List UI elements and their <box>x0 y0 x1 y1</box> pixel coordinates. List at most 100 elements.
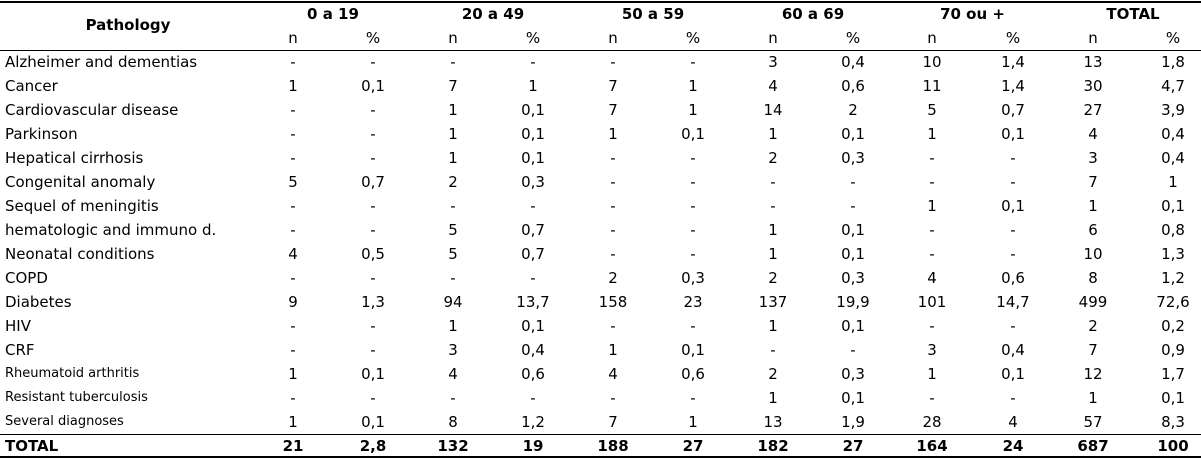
cell: - <box>370 53 376 71</box>
cell: 0,1 <box>681 125 705 143</box>
row-label: Cancer <box>5 77 58 95</box>
total-cell: 188 <box>597 437 629 455</box>
cell: - <box>610 317 616 335</box>
cell: 10 <box>922 53 942 71</box>
cell: 0,7 <box>521 221 545 239</box>
cell: - <box>690 389 696 407</box>
cell: 0,3 <box>841 269 865 287</box>
group-header: 70 ou + <box>940 5 1005 23</box>
cell: - <box>1010 389 1016 407</box>
cell: 0,1 <box>521 101 545 119</box>
cell: 0,7 <box>521 245 545 263</box>
cell: - <box>610 245 616 263</box>
cell: 0,1 <box>1161 389 1185 407</box>
sub-header: % <box>365 29 381 47</box>
cell: - <box>690 245 696 263</box>
sub-header: n <box>768 29 778 47</box>
cell: 7 <box>1088 173 1098 191</box>
cell: - <box>929 317 935 335</box>
total-cell: 687 <box>1077 437 1109 455</box>
cell: 1 <box>768 125 778 143</box>
total-cell: 27 <box>842 437 864 455</box>
cell: 0,3 <box>521 173 545 191</box>
top-rule <box>0 1 1201 3</box>
cell: 12 <box>1083 365 1103 383</box>
row-label: Alzheimer and dementias <box>5 53 198 71</box>
total-cell: 19 <box>522 437 544 455</box>
cell: - <box>770 197 776 215</box>
cell: 0,1 <box>521 317 545 335</box>
total-cell: 182 <box>757 437 789 455</box>
cell: - <box>690 149 696 167</box>
cell: - <box>929 221 935 239</box>
cell: 1,7 <box>1161 365 1185 383</box>
cell: - <box>290 53 296 71</box>
cell: 7 <box>608 77 618 95</box>
cell: 5 <box>288 173 298 191</box>
cell: 1 <box>528 77 538 95</box>
cell: 0,1 <box>361 77 385 95</box>
cell: 1 <box>288 365 298 383</box>
cell: 1 <box>608 125 618 143</box>
total-cell: 27 <box>682 437 704 455</box>
row-label: COPD <box>5 269 48 287</box>
cell: 2 <box>848 101 858 119</box>
cell: - <box>690 221 696 239</box>
cell: 9 <box>288 293 298 311</box>
total-cell: 164 <box>916 437 948 455</box>
cell: 28 <box>922 413 942 431</box>
cell: - <box>370 221 376 239</box>
cell: - <box>530 53 536 71</box>
sub-header: n <box>1088 29 1098 47</box>
cell: 499 <box>1078 293 1108 311</box>
cell: 0,4 <box>1161 125 1185 143</box>
cell: 2 <box>768 269 778 287</box>
sub-header: % <box>1165 29 1181 47</box>
cell: 1,3 <box>1161 245 1185 263</box>
cell: 7 <box>1088 341 1098 359</box>
cell: 0,1 <box>1001 125 1025 143</box>
sub-header: % <box>845 29 861 47</box>
sub-header: % <box>685 29 701 47</box>
cell: 0,5 <box>361 245 385 263</box>
cell: 0,1 <box>361 413 385 431</box>
cell: 0,8 <box>1161 221 1185 239</box>
cell: - <box>690 173 696 191</box>
cell: - <box>929 245 935 263</box>
cell: - <box>1010 149 1016 167</box>
sub-header: % <box>525 29 541 47</box>
cell: - <box>370 101 376 119</box>
cell: - <box>370 149 376 167</box>
cell: - <box>690 197 696 215</box>
cell: - <box>530 269 536 287</box>
cell: - <box>290 197 296 215</box>
cell: 5 <box>927 101 937 119</box>
row-label: hematologic and immuno d. <box>5 221 217 239</box>
cell: 14 <box>763 101 783 119</box>
cell: - <box>1010 221 1016 239</box>
cell: 0,4 <box>1001 341 1025 359</box>
cell: 0,1 <box>361 365 385 383</box>
cell: 94 <box>443 293 463 311</box>
pathology-header: Pathology <box>85 16 171 34</box>
cell: 3 <box>1088 149 1098 167</box>
cell: - <box>530 389 536 407</box>
cell: - <box>1010 245 1016 263</box>
cell: 1 <box>688 413 698 431</box>
cell: - <box>450 269 456 287</box>
cell: - <box>290 101 296 119</box>
sub-header: % <box>1005 29 1021 47</box>
cell: - <box>610 173 616 191</box>
cell: 1 <box>768 317 778 335</box>
cell: 1 <box>768 389 778 407</box>
cell: 8 <box>448 413 458 431</box>
cell: - <box>290 389 296 407</box>
cell: 2 <box>768 149 778 167</box>
cell: 4 <box>288 245 298 263</box>
cell: 30 <box>1083 77 1103 95</box>
cell: - <box>290 125 296 143</box>
cell: 5 <box>448 245 458 263</box>
cell: 1,9 <box>841 413 865 431</box>
cell: - <box>370 197 376 215</box>
